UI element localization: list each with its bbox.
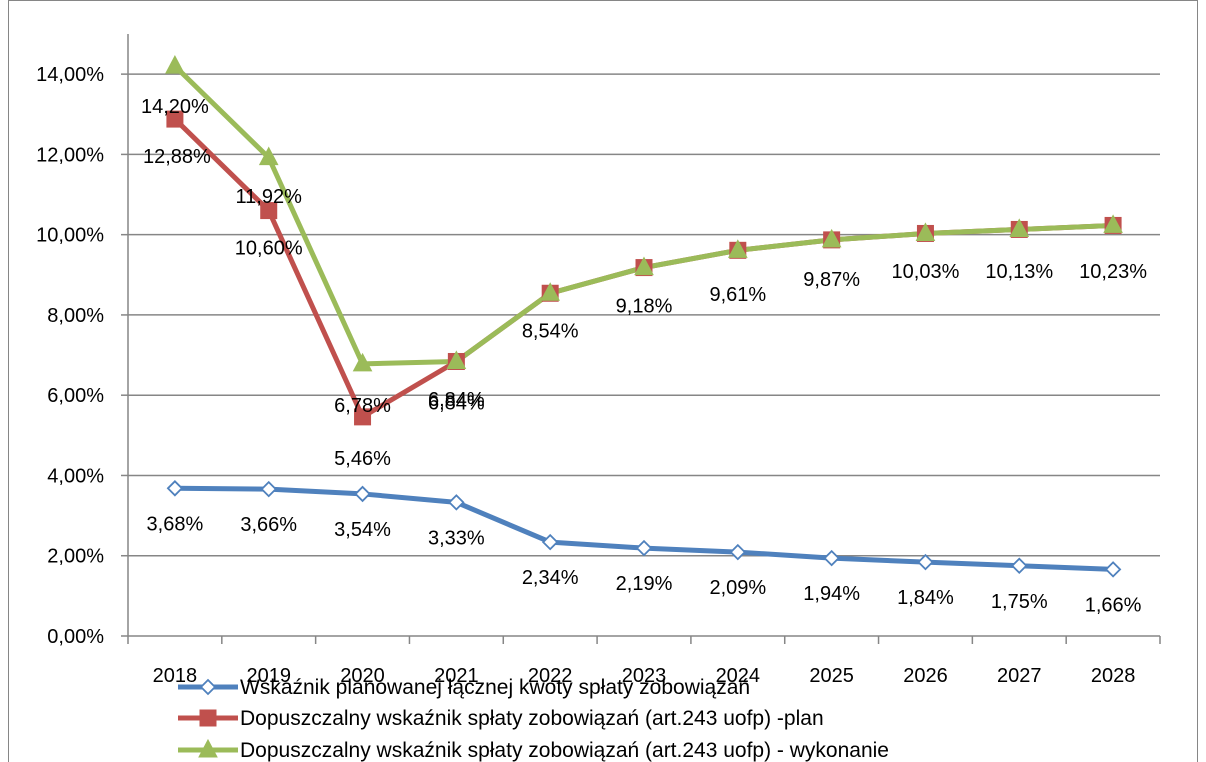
data-label: 1,66% (1085, 594, 1142, 616)
data-point (634, 256, 654, 276)
series-line (174, 485, 1114, 572)
data-point (354, 485, 371, 503)
data-label: 2,09% (709, 577, 766, 599)
data-point (166, 480, 184, 497)
data-label: 3,33% (428, 527, 485, 549)
data-point (1104, 561, 1122, 578)
chart-frame (8, 0, 1198, 762)
data-point (260, 480, 278, 498)
x-tick-label: 2023 (622, 665, 667, 687)
data-point (199, 709, 217, 727)
data-point (166, 110, 184, 128)
data-label: 1,84% (897, 587, 954, 609)
legend-label: Dopuszczalny wskaźnik spłaty zobowiązań … (240, 707, 824, 730)
data-label: 10,23% (1079, 261, 1147, 283)
data-point (198, 738, 218, 758)
data-point (258, 146, 279, 166)
data-label: 6,84% (428, 389, 485, 411)
x-tick-label: 2018 (153, 665, 198, 687)
data-point (446, 350, 467, 369)
data-point (823, 549, 840, 567)
x-tick-label: 2020 (340, 665, 385, 687)
data-label: 9,61% (709, 284, 766, 306)
data-point (821, 228, 842, 248)
data-label: 6,78% (334, 395, 391, 417)
data-label: 8,54% (522, 320, 579, 342)
data-label: 10,60% (235, 238, 303, 260)
data-point (1103, 214, 1123, 233)
x-tick-label: 2028 (1091, 665, 1136, 687)
data-point (540, 282, 561, 301)
data-point (354, 408, 372, 426)
y-tick-label: 14,00% (36, 64, 104, 86)
data-point (1010, 557, 1028, 575)
data-label: 14,20% (141, 96, 209, 118)
data-point (541, 533, 559, 551)
data-label: 9,18% (616, 296, 673, 318)
data-label: 6,84% (428, 392, 485, 414)
x-tick-label: 2019 (246, 665, 291, 687)
y-tick-label: 8,00% (47, 305, 104, 327)
data-point (448, 494, 465, 511)
y-tick-label: 4,00% (47, 465, 104, 487)
data-point (729, 543, 747, 561)
data-label: 3,54% (334, 519, 391, 541)
data-label: 3,68% (147, 513, 204, 535)
data-label: 10,13% (985, 261, 1053, 283)
x-tick-label: 2027 (997, 665, 1042, 687)
data-point (165, 55, 185, 74)
y-tick-label: 2,00% (47, 546, 104, 568)
data-label: 2,19% (616, 573, 673, 595)
data-label: 5,46% (334, 448, 391, 470)
data-point (1009, 218, 1030, 237)
y-tick-label: 0,00% (47, 626, 104, 648)
y-tick-label: 10,00% (36, 225, 104, 247)
x-tick-label: 2024 (716, 665, 761, 687)
data-point (915, 222, 936, 241)
data-label: 12,88% (143, 146, 211, 168)
x-tick-label: 2026 (903, 665, 948, 687)
data-label: 1,94% (803, 583, 860, 605)
data-point (260, 202, 278, 220)
data-point (635, 539, 653, 557)
data-label: 9,87% (803, 269, 860, 291)
data-label: 2,34% (522, 567, 579, 589)
legend-label: Dopuszczalny wskaźnik spłaty zobowiązań … (240, 739, 889, 762)
data-point (199, 678, 217, 696)
x-tick-label: 2022 (528, 665, 573, 687)
data-point (917, 553, 934, 571)
y-tick-label: 12,00% (36, 144, 104, 166)
y-tick-label: 6,00% (47, 385, 104, 407)
data-label: 3,66% (240, 514, 297, 536)
data-label: 10,03% (892, 261, 960, 283)
data-label: 11,92% (236, 186, 303, 208)
legend-label: Wskaźnik planowanej łącznej kwoty spłaty… (240, 676, 750, 699)
data-point (727, 239, 748, 258)
x-tick-label: 2021 (434, 665, 479, 687)
data-label: 1,75% (991, 591, 1048, 613)
x-tick-label: 2025 (809, 665, 854, 687)
data-point (352, 352, 373, 372)
